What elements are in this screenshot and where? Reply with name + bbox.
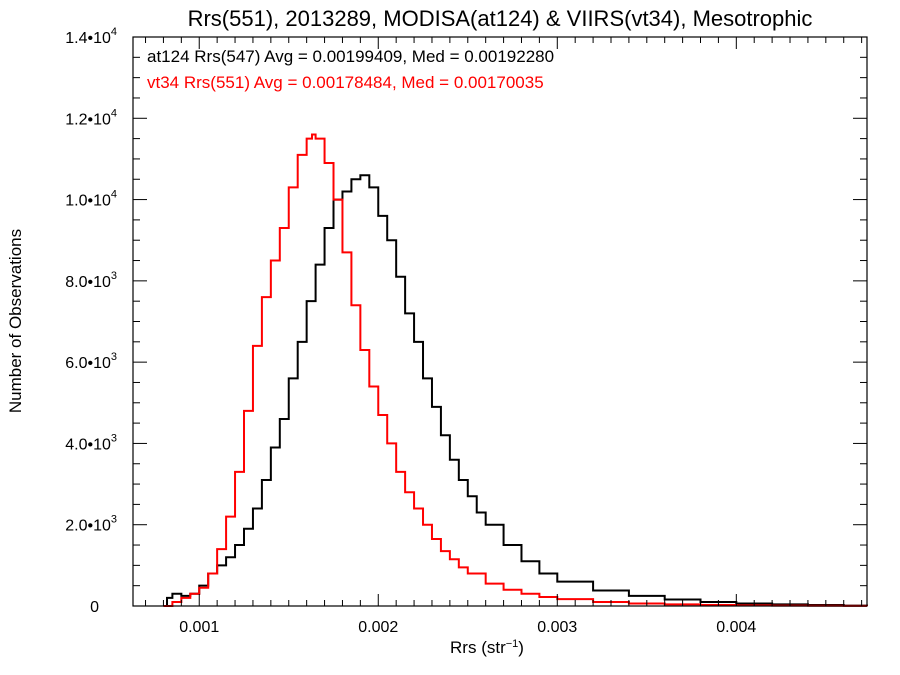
y-tick-label-3: 6.0•103	[65, 351, 117, 372]
y-tick-exponent-6: 4	[111, 107, 117, 119]
series-line-1	[163, 133, 868, 607]
x-tick-label-0: 0.001	[179, 619, 219, 636]
y-tick-exponent-5: 4	[111, 189, 117, 201]
x-tick-label-1: 0.002	[358, 619, 398, 636]
y-tick-mantissa-2: 4.0•10	[65, 436, 111, 453]
y-tick-exponent-2: 3	[111, 432, 117, 444]
y-tick-label-6: 1.2•104	[65, 107, 117, 128]
y-tick-exponent-7: 4	[111, 26, 117, 38]
y-tick-mantissa-1: 2.0•10	[65, 518, 111, 535]
y-tick-label-4: 8.0•103	[65, 270, 117, 291]
y-tick-label-7: 1.4•104	[65, 26, 117, 47]
x-axis-label-text: Rrs (str	[450, 638, 506, 657]
x-axis-label-exponent: −1	[506, 638, 519, 650]
y-tick-mantissa-0: 0	[90, 599, 99, 616]
y-axis-ticks: 02.0•1034.0•1036.0•1038.0•1031.0•1041.2•…	[65, 26, 867, 616]
x-tick-label-2: 0.003	[537, 619, 577, 636]
series-line-0	[163, 174, 868, 607]
y-tick-exponent-4: 3	[111, 270, 117, 282]
annotation-0: at124 Rrs(547) Avg = 0.00199409, Med = 0…	[147, 47, 554, 66]
y-tick-mantissa-7: 1.4•10	[65, 30, 111, 47]
x-axis-ticks: 0.001 0.002 0.003 0.004	[145, 37, 863, 636]
x-axis-label: Rrs (str−1)	[450, 638, 524, 657]
y-tick-label-0: 0	[90, 599, 99, 616]
annotations: at124 Rrs(547) Avg = 0.00199409, Med = 0…	[147, 47, 554, 92]
plot-frame	[132, 36, 868, 607]
annotation-1: vt34 Rrs(551) Avg = 0.00178484, Med = 0.…	[147, 73, 544, 92]
y-tick-label-2: 4.0•103	[65, 432, 117, 453]
y-tick-mantissa-3: 6.0•10	[65, 355, 111, 372]
x-tick-label-3: 0.004	[716, 619, 756, 636]
x-axis-label-suffix: )	[518, 638, 524, 657]
y-tick-label-5: 1.0•104	[65, 189, 117, 210]
y-axis-label: Number of Observations	[6, 229, 25, 413]
y-tick-mantissa-6: 1.2•10	[65, 111, 111, 128]
y-tick-mantissa-4: 8.0•10	[65, 274, 111, 291]
y-tick-label-1: 2.0•103	[65, 514, 117, 535]
y-tick-mantissa-5: 1.0•10	[65, 193, 111, 210]
y-tick-exponent-1: 3	[111, 514, 117, 526]
plot-series	[163, 133, 868, 607]
y-tick-exponent-3: 3	[111, 351, 117, 363]
chart-title: Rrs(551), 2013289, MODISA(at124) & VIIRS…	[188, 6, 813, 31]
